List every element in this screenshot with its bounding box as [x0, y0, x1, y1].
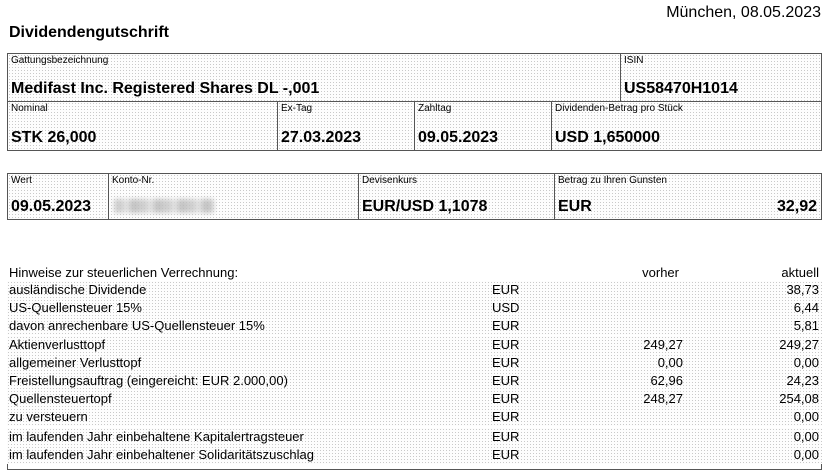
tax-row-label: im laufenden Jahr einbehaltene Kapitaler…	[9, 428, 304, 444]
betrag-label: Betrag zu Ihren Gunsten	[558, 175, 667, 186]
betrag-value: 32,92	[776, 198, 817, 215]
dividend-per-share-cell: Dividenden-Betrag pro Stück USD 1,650000	[551, 102, 821, 150]
nominal-value: STK 26,000	[11, 129, 97, 146]
tax-row-currency: EUR	[492, 391, 520, 407]
tax-row-currency: EUR	[492, 336, 520, 352]
tax-row: zu versteuern EUR 0,00	[7, 408, 822, 427]
security-name-label: Gattungsbezeichnung	[11, 55, 109, 66]
dividend-per-share-label: Dividenden-Betrag pro Stück	[555, 103, 683, 114]
security-name-cell: Gattungsbezeichnung Medifast Inc. Regist…	[8, 54, 620, 101]
devisenkurs-label: Devisenkurs	[362, 175, 418, 186]
tax-row-prev: 249,27	[643, 336, 683, 352]
tax-row-prev: 62,96	[650, 373, 683, 388]
tax-row-currency: EUR	[492, 318, 520, 334]
tax-row-label: Quellensteuertopf	[9, 391, 112, 407]
tax-row-current: 249,27	[779, 336, 819, 352]
ex-tag-label: Ex-Tag	[281, 103, 313, 114]
nominal-label: Nominal	[11, 103, 48, 114]
isin-label: ISIN	[624, 55, 644, 66]
tax-row: Freistellungsauftrag (eingereicht: EUR 2…	[7, 372, 822, 390]
tax-row-current: 0,00	[793, 428, 819, 444]
dividend-per-share-value: USD 1,650000	[555, 129, 660, 146]
tax-row: im laufenden Jahr einbehaltene Kapitaler…	[7, 427, 822, 446]
tax-row-currency: EUR	[492, 428, 520, 444]
tax-row-current: 6,44	[793, 300, 819, 316]
ex-tag-cell: Ex-Tag 27.03.2023	[277, 102, 414, 150]
isin-cell: ISIN US58470H1014	[620, 54, 821, 101]
tax-row-current: 0,00	[793, 409, 819, 425]
tax-row-label: davon anrechenbare US-Quellensteuer 15%	[9, 318, 265, 334]
tax-row-label: allgemeiner Verlusttopf	[9, 354, 142, 370]
tax-row-label: Aktienverlusttopf	[9, 336, 106, 352]
tax-row-current: 0,00	[793, 354, 819, 370]
tax-row: im laufenden Jahr einbehaltener Solidari…	[7, 445, 822, 464]
security-details-box: Gattungsbezeichnung Medifast Inc. Regist…	[7, 53, 822, 151]
nominal-cell: Nominal STK 26,000	[8, 102, 277, 150]
document-title: Dividendengutschrift	[9, 24, 170, 41]
wert-cell: Wert 09.05.2023	[8, 174, 108, 219]
tax-row-current: 38,73	[786, 282, 819, 297]
betrag-cell: Betrag zu Ihren Gunsten EUR 32,92	[554, 174, 821, 219]
devisenkurs-value: EUR/USD 1,1078	[362, 198, 488, 215]
konto-cell: Konto-Nr.	[108, 174, 358, 219]
wert-value: 09.05.2023	[11, 198, 92, 215]
tax-row-current: 5,81	[793, 318, 819, 334]
tax-row-current: 0,00	[793, 446, 819, 462]
tax-row-prev: 248,27	[643, 391, 683, 407]
ex-tag-value: 27.03.2023	[281, 129, 362, 146]
security-name: Medifast Inc. Registered Shares DL -,001	[11, 80, 320, 97]
tax-row-prev: 0,00	[657, 354, 683, 370]
konto-label: Konto-Nr.	[112, 175, 155, 186]
tax-row: ausländische Dividende EUR 38,73	[7, 281, 822, 299]
devisenkurs-cell: Devisenkurs EUR/USD 1,1078	[358, 174, 554, 219]
betrag-currency: EUR	[558, 198, 592, 215]
col-header-current: aktuell	[781, 265, 819, 280]
account-number-redacted	[114, 199, 214, 213]
tax-heading-row: Hinweise zur steuerlichen Verrechnung: v…	[7, 264, 822, 282]
tax-row-label: Freistellungsauftrag (eingereicht: EUR 2…	[9, 373, 288, 388]
wert-label: Wert	[11, 175, 32, 186]
tax-row: davon anrechenbare US-Quellensteuer 15% E…	[7, 317, 822, 336]
tax-row-currency: EUR	[492, 373, 520, 388]
tax-row-currency: USD	[492, 300, 520, 316]
tax-row: Aktienverlusttopf EUR 249,27 249,27	[7, 335, 822, 354]
tax-row: Quellensteuertopf EUR 248,27 254,08	[7, 390, 822, 409]
payment-box: Wert 09.05.2023 Konto-Nr. Devisenkurs EU…	[7, 173, 822, 220]
tax-row-label: im laufenden Jahr einbehaltener Solidari…	[9, 446, 314, 462]
tax-row: US-Quellensteuer 15% USD 6,44	[7, 299, 822, 318]
place-date: München, 08.05.2023	[666, 4, 821, 21]
tax-row-label: US-Quellensteuer 15%	[9, 300, 142, 316]
tax-heading: Hinweise zur steuerlichen Verrechnung:	[9, 265, 239, 280]
tax-row-currency: EUR	[492, 446, 520, 462]
tax-row-currency: EUR	[492, 409, 520, 425]
zahltag-cell: Zahltag 09.05.2023	[414, 102, 551, 150]
zahltag-label: Zahltag	[418, 103, 452, 114]
tax-row-label: zu versteuern	[9, 409, 88, 425]
tax-row-currency: EUR	[492, 282, 520, 297]
tax-row-label: ausländische Dividende	[9, 282, 147, 297]
col-header-prev: vorher	[642, 265, 679, 280]
tax-row-current: 254,08	[779, 391, 819, 407]
tax-row: allgemeiner Verlusttopf EUR 0,00 0,00	[7, 353, 822, 372]
zahltag-value: 09.05.2023	[418, 129, 499, 146]
tax-row-current: 24,23	[786, 373, 819, 388]
tax-row-currency: EUR	[492, 354, 520, 370]
isin-value: US58470H1014	[624, 80, 738, 97]
